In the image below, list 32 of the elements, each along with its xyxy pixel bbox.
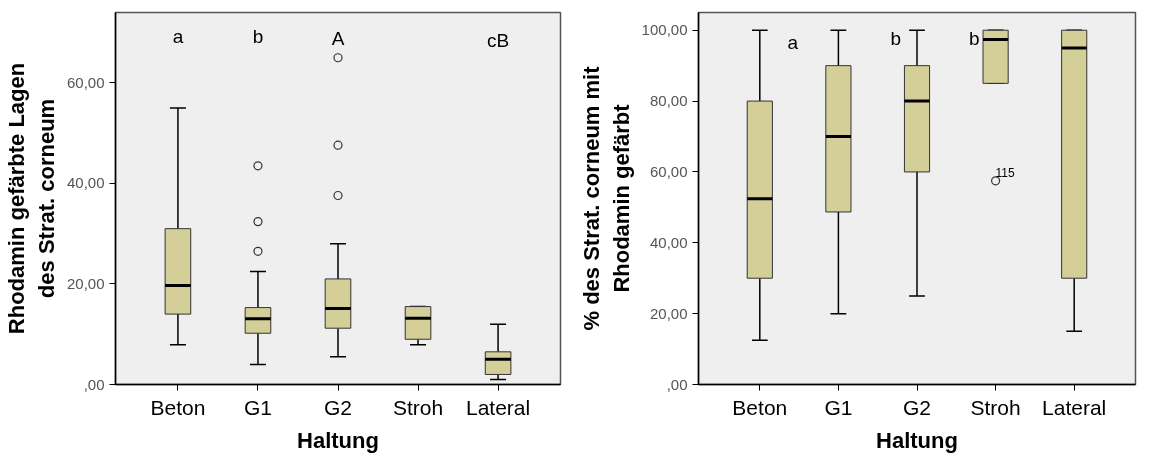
- x-tick-label: G1: [824, 395, 853, 419]
- y-tick-label: 40,00: [66, 174, 105, 192]
- annotation: a: [787, 31, 799, 53]
- annotation: 115: [995, 165, 1015, 180]
- x-tick-label: Beton: [732, 395, 788, 419]
- x-tick-label: G2: [323, 395, 353, 419]
- x-tick-label: Lateral: [1042, 395, 1107, 419]
- y-axis-title: Rhodamin gefärbte Lagen des Strat. corneum: [3, 62, 59, 335]
- y-tick-label: 20,00: [649, 304, 688, 322]
- x-axis-title: Haltung: [876, 427, 958, 453]
- y-axis-title: % des Strat. corneum mit Rhodamin gefärbt: [578, 65, 634, 331]
- y-tick-label: 100,00: [641, 21, 688, 39]
- x-tick-label: Beton: [150, 395, 206, 419]
- annotation: cB: [486, 29, 510, 51]
- y-tick-label: 80,00: [649, 92, 688, 110]
- y-tick-label: ,00: [83, 375, 105, 393]
- x-axis-title: Haltung: [297, 427, 379, 453]
- y-tick-label: 60,00: [66, 73, 105, 91]
- annotation: b: [890, 28, 902, 50]
- y-tick-label: 40,00: [649, 233, 688, 251]
- x-tick-label: Lateral: [465, 395, 531, 419]
- annotation: A: [331, 28, 345, 50]
- annotation: b: [252, 26, 264, 48]
- y-tick-label: ,00: [666, 375, 688, 393]
- annotation: a: [172, 26, 184, 48]
- annotation: b: [969, 28, 980, 50]
- x-tick-label: G2: [902, 395, 932, 419]
- x-tick-label: G1: [243, 395, 272, 419]
- x-tick-label: Stroh: [970, 395, 1021, 419]
- x-tick-label: Stroh: [392, 395, 444, 419]
- y-tick-label: 20,00: [66, 274, 105, 292]
- y-tick-label: 60,00: [649, 162, 688, 180]
